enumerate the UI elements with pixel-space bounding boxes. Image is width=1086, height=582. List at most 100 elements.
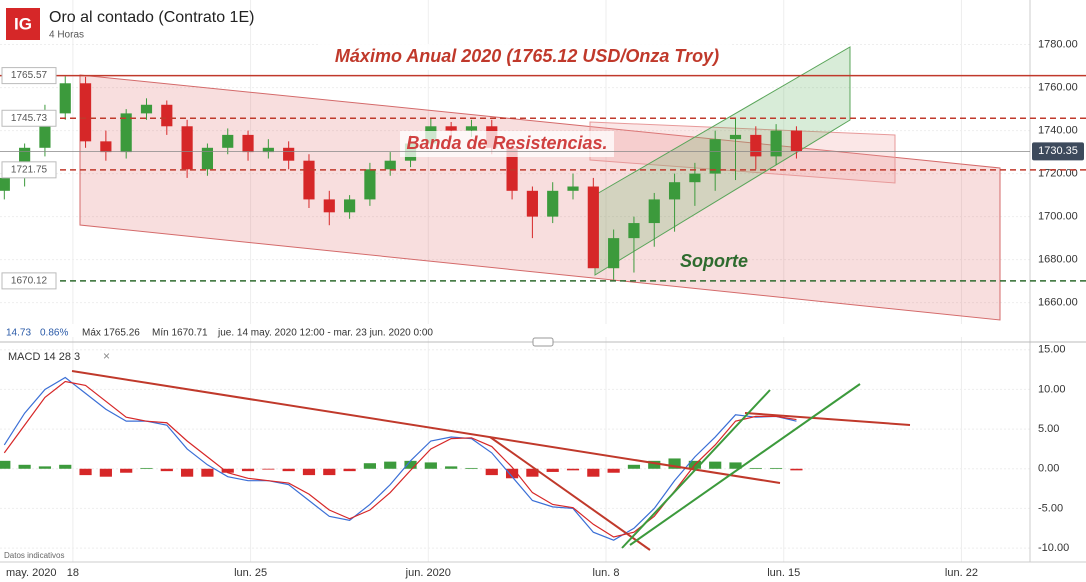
y-tick-label: 15.00 <box>1038 344 1066 356</box>
last-price-box <box>1032 142 1084 161</box>
histogram-bar <box>424 462 437 469</box>
histogram-bar <box>120 468 133 473</box>
y-tick-label: 1680.00 <box>1038 254 1078 266</box>
histogram-bar <box>0 460 11 469</box>
candle-body <box>39 113 51 148</box>
candle-body <box>303 160 315 200</box>
y-tick-label: 1660.00 <box>1038 297 1078 309</box>
macd-line <box>3 376 797 541</box>
histogram-bar <box>607 468 620 473</box>
candle-body <box>344 199 356 213</box>
histogram-bar <box>668 458 681 469</box>
histogram-bar <box>343 468 356 472</box>
x-tick-label: lun. 25 <box>234 567 267 579</box>
y-tick-label: 5.00 <box>1038 423 1059 435</box>
y-tick-label: 1740.00 <box>1038 124 1078 136</box>
level-label-box <box>1 272 57 290</box>
candle-body <box>79 83 92 142</box>
histogram-bar <box>505 468 519 479</box>
candle-body <box>222 134 234 148</box>
x-tick-label: 18 <box>67 567 79 579</box>
histogram-bar <box>140 467 153 469</box>
level-label-box <box>1 67 57 85</box>
candle-body <box>364 169 376 200</box>
close-icon[interactable]: × <box>103 349 110 363</box>
histogram-bar <box>241 468 255 472</box>
trend-line <box>744 412 911 426</box>
title: Oro al contado (Contrato 1E) <box>49 9 254 26</box>
histogram-bar <box>363 463 376 469</box>
histogram-bar <box>587 468 600 477</box>
y-tick-label: 10.00 <box>1038 383 1066 395</box>
histogram-bar <box>526 468 539 477</box>
level-label: 1670.12 <box>11 276 48 287</box>
candle-body <box>120 113 132 153</box>
range: jue. 14 may. 2020 12:00 - mar. 23 jun. 2… <box>217 328 433 339</box>
trend-line <box>489 436 651 551</box>
y-tick-label: 1720.00 <box>1038 168 1078 180</box>
annotation: Soporte <box>680 251 748 271</box>
candle-body <box>628 223 640 239</box>
change-pct: 0.86% <box>40 328 68 339</box>
level-label: 1765.57 <box>11 70 48 81</box>
candle-body <box>465 126 478 131</box>
pane-handle[interactable] <box>532 337 554 347</box>
level-label: 1721.75 <box>11 164 48 175</box>
histogram-bar <box>749 467 762 469</box>
y-tick-label: -5.00 <box>1038 502 1063 514</box>
candle-body <box>709 139 721 174</box>
histogram-bar <box>99 468 112 477</box>
y-tick-label: 1780.00 <box>1038 38 1078 50</box>
trend-line <box>629 383 861 546</box>
histogram-bar <box>221 468 234 473</box>
change: 14.73 <box>6 328 31 339</box>
histogram-bar <box>59 464 72 469</box>
candle-body <box>242 134 254 153</box>
candle-body <box>59 83 71 114</box>
histogram-bar <box>160 468 173 472</box>
annotation: Banda de Resistencias. <box>406 133 607 153</box>
candle-body <box>567 186 579 191</box>
candle-body <box>608 238 620 269</box>
candle-body <box>445 126 457 131</box>
histogram-bar <box>201 468 214 477</box>
x-tick-label: jun. 2020 <box>405 567 451 579</box>
candle-body <box>750 134 762 157</box>
histogram-bar <box>729 462 742 469</box>
histogram-bar <box>566 468 580 471</box>
candle-body <box>262 147 274 153</box>
candle-body <box>547 190 559 217</box>
histogram-bar <box>465 467 478 469</box>
candle-body <box>587 186 599 269</box>
histogram-bar <box>282 468 295 472</box>
annotation-bg <box>320 44 730 70</box>
interval: 4 Horas <box>49 30 84 41</box>
x-tick-label: lun. 15 <box>767 567 800 579</box>
histogram-bar <box>445 466 458 469</box>
candle-body <box>140 104 153 114</box>
annotation-bg <box>400 131 614 157</box>
candle-body <box>201 147 214 170</box>
level-label-box <box>1 109 57 127</box>
logo-box <box>6 8 40 40</box>
histogram-bar <box>627 464 641 469</box>
histogram-bar <box>709 461 722 469</box>
candle-body <box>181 126 193 170</box>
x-tick-label: lun. 22 <box>945 567 978 579</box>
level-label: 1745.73 <box>11 113 48 124</box>
histogram-bar <box>648 460 661 469</box>
histogram-bar <box>181 468 194 477</box>
candle-body <box>526 190 538 217</box>
candle-body <box>100 141 112 153</box>
histogram-bar <box>546 468 559 472</box>
candle-body <box>648 199 660 224</box>
y-tick-label: 0.00 <box>1038 463 1059 475</box>
candle-body <box>323 199 335 213</box>
histogram-bar <box>18 464 31 469</box>
candle-body <box>668 182 681 200</box>
trend-line <box>71 370 781 484</box>
candle-body <box>689 173 701 183</box>
last-price-label: 1730.35 <box>1038 145 1078 157</box>
